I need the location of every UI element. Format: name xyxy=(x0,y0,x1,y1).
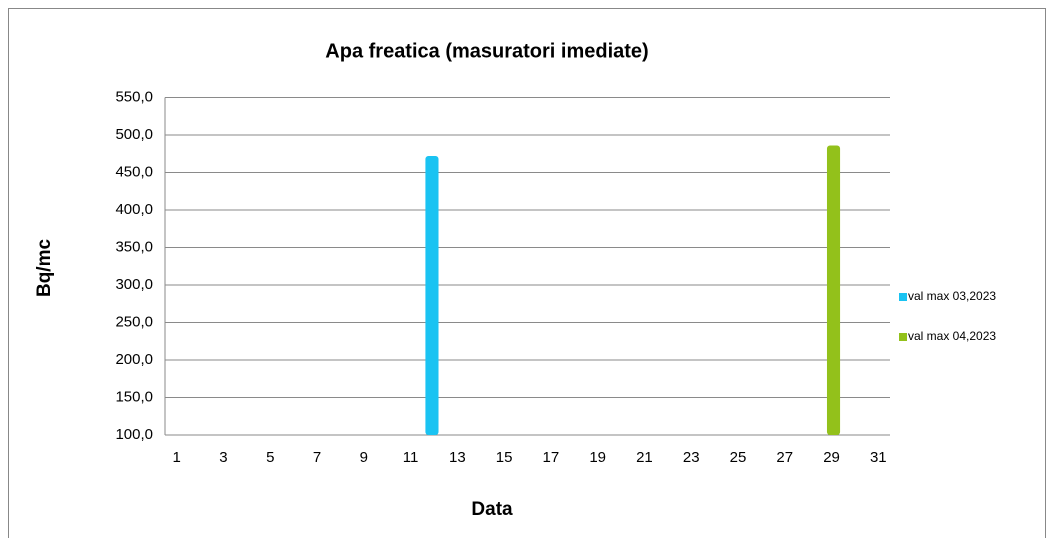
y-tick-label: 150,0 xyxy=(115,388,153,405)
x-tick-label: 3 xyxy=(219,449,227,466)
x-tick-label: 11 xyxy=(403,449,419,466)
x-tick-label: 31 xyxy=(870,449,887,466)
x-tick-label: 25 xyxy=(730,449,747,466)
x-tick-label: 21 xyxy=(636,449,653,466)
bar xyxy=(826,145,841,435)
y-tick-label: 350,0 xyxy=(115,238,153,255)
y-tick-label: 450,0 xyxy=(115,163,153,180)
legend: val max 03,2023 val max 04,2023 xyxy=(899,289,996,343)
x-tick-label: 13 xyxy=(449,449,466,466)
x-axis-label: Data xyxy=(471,499,513,520)
y-tick-label: 200,0 xyxy=(115,351,153,368)
x-tick-label: 29 xyxy=(823,449,840,466)
x-tick-label: 9 xyxy=(360,449,368,466)
legend-swatch xyxy=(899,333,907,341)
bar xyxy=(425,156,439,435)
y-tick-label: 300,0 xyxy=(115,276,153,293)
x-tick-label: 5 xyxy=(266,449,274,466)
y-tick-label: 550,0 xyxy=(115,88,153,105)
legend-label: val max 03,2023 xyxy=(908,289,996,303)
x-tick-label: 15 xyxy=(496,449,513,466)
legend-label: val max 04,2023 xyxy=(908,329,996,343)
chart-frame xyxy=(8,8,1046,538)
x-tick-label: 23 xyxy=(683,449,700,466)
x-tick-label: 27 xyxy=(776,449,793,466)
x-tick-label: 17 xyxy=(543,449,560,466)
legend-swatch xyxy=(899,293,907,301)
y-tick-label: 400,0 xyxy=(115,201,153,218)
chart-title: Apa freatica (masuratori imediate) xyxy=(325,40,648,62)
x-tick-label: 1 xyxy=(173,449,181,466)
y-tick-label: 100,0 xyxy=(115,426,153,443)
y-axis-label: Bq/mc xyxy=(34,239,55,298)
x-tick-label: 7 xyxy=(313,449,321,466)
y-tick-label: 500,0 xyxy=(115,126,153,143)
y-tick-label: 250,0 xyxy=(115,313,153,330)
x-tick-label: 19 xyxy=(589,449,606,466)
